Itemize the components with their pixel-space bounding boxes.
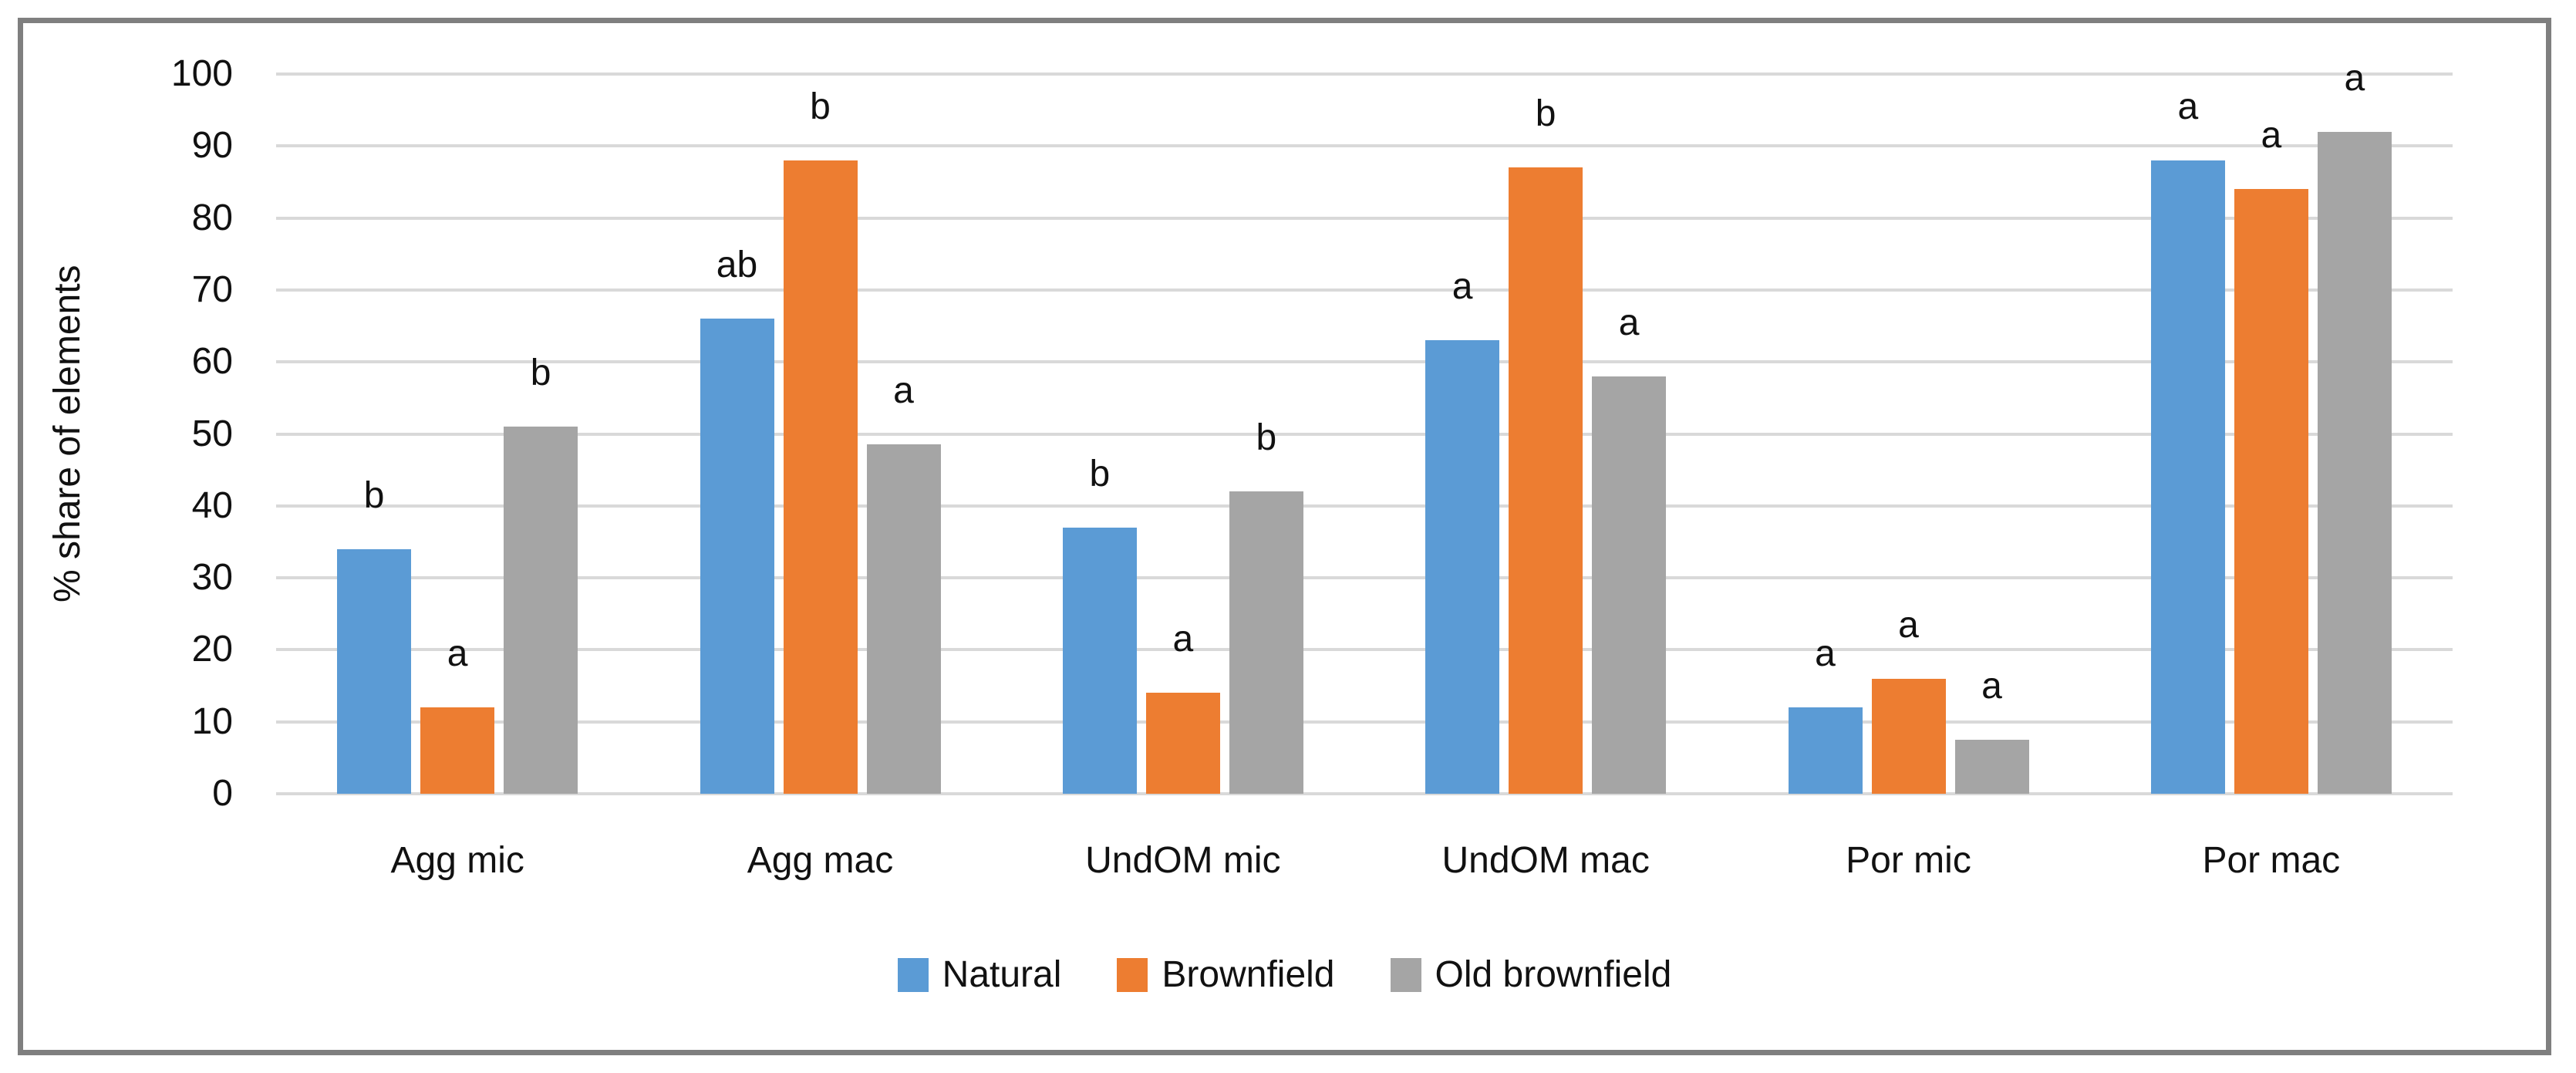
significance-letter-brownfield-agg-mac: b <box>810 86 831 127</box>
bar-old-brownfield-undom-mic <box>1229 491 1303 794</box>
bar-natural-undom-mac <box>1425 340 1500 794</box>
significance-letter-natural-undom-mic: b <box>1089 453 1111 494</box>
bar-natural-por-mic <box>1788 707 1863 794</box>
x-category-label-por-mic: Por mic <box>1846 840 1971 881</box>
bar-natural-por-mac <box>2150 160 2225 794</box>
y-tick-label-70: 70 <box>191 268 233 310</box>
significance-letter-natural-por-mic: a <box>1815 633 1836 675</box>
y-tick-label-10: 10 <box>191 700 233 742</box>
significance-letter-old-brownfield-agg-mac: a <box>893 370 914 412</box>
y-tick-label-100: 100 <box>170 53 233 94</box>
y-tick-label-40: 40 <box>191 484 233 526</box>
bar-natural-agg-mac <box>700 319 774 794</box>
legend-swatch-brownfield <box>1117 957 1148 992</box>
bar-old-brownfield-agg-mac <box>866 444 941 794</box>
y-tick-label-0: 0 <box>212 773 233 814</box>
legend-swatch-natural <box>897 957 929 992</box>
significance-letter-brownfield-undom-mic: a <box>1172 619 1194 660</box>
gridline-100 <box>276 73 2453 76</box>
bar-old-brownfield-undom-mac <box>1592 376 1667 794</box>
legend-item-natural: Natural <box>897 953 1062 996</box>
legend-label-brownfield: Brownfield <box>1162 954 1335 995</box>
gridline-60 <box>276 360 2453 364</box>
chart-frame: % share of elements 0 10 20 30 40 50 60 70 80 90 1… <box>18 18 2551 1055</box>
x-category-label-agg-mac: Agg mac <box>747 840 894 881</box>
significance-letter-old-brownfield-undom-mic: b <box>1256 417 1277 459</box>
legend-item-old-brownfield: Old brownfield <box>1390 953 1672 996</box>
bar-brownfield-agg-mac <box>783 160 858 794</box>
legend: Natural Brownfield Old brownfield <box>23 953 2546 996</box>
bar-brownfield-undom-mac <box>1509 167 1583 794</box>
y-tick-label-30: 30 <box>191 557 233 599</box>
bar-brownfield-agg-mic <box>420 707 495 794</box>
gridline-10 <box>276 720 2453 724</box>
y-tick-label-50: 50 <box>191 413 233 454</box>
gridline-90 <box>276 144 2453 148</box>
legend-label-natural: Natural <box>942 954 1062 995</box>
bar-old-brownfield-por-mac <box>2317 131 2392 794</box>
chart-content: % share of elements 0 10 20 30 40 50 60 70 80 90 1… <box>23 23 2546 1050</box>
x-category-label-undom-mac: UndOM mac <box>1441 840 1650 881</box>
significance-letter-natural-agg-mic: b <box>363 474 385 516</box>
bar-old-brownfield-por-mic <box>1954 740 2029 794</box>
gridline-50 <box>276 432 2453 436</box>
legend-label-old-brownfield: Old brownfield <box>1435 954 1672 995</box>
significance-letter-natural-agg-mac: ab <box>716 245 758 286</box>
x-category-label-agg-mic: Agg mic <box>390 840 524 881</box>
bar-natural-undom-mic <box>1062 527 1137 794</box>
significance-letter-natural-por-mac: a <box>2177 86 2199 127</box>
significance-letter-old-brownfield-por-mac: a <box>2344 57 2365 99</box>
x-category-label-por-mac: Por mac <box>2202 840 2341 881</box>
bar-brownfield-por-mic <box>1871 678 1946 794</box>
significance-letter-old-brownfield-agg-mic: b <box>530 353 551 394</box>
bar-brownfield-por-mac <box>2234 189 2308 794</box>
x-category-label-undom-mic: UndOM mic <box>1085 840 1281 881</box>
bar-brownfield-undom-mic <box>1145 693 1220 794</box>
legend-swatch-old-brownfield <box>1390 957 1421 992</box>
significance-letter-old-brownfield-por-mic: a <box>1981 666 2002 707</box>
bar-natural-agg-mic <box>337 548 412 794</box>
y-tick-label-90: 90 <box>191 125 233 167</box>
significance-letter-old-brownfield-undom-mac: a <box>1618 302 1640 343</box>
legend-item-brownfield: Brownfield <box>1117 953 1335 996</box>
bar-old-brownfield-agg-mic <box>504 427 578 794</box>
gridline-40 <box>276 504 2453 508</box>
significance-letter-brownfield-por-mic: a <box>1898 604 1919 646</box>
significance-letter-natural-undom-mac: a <box>1452 266 1473 308</box>
y-tick-label-20: 20 <box>191 629 233 670</box>
gridline-70 <box>276 288 2453 292</box>
significance-letter-brownfield-agg-mic: a <box>447 633 468 675</box>
significance-letter-brownfield-undom-mac: b <box>1535 93 1556 135</box>
gridline-0 <box>276 792 2453 795</box>
gridline-30 <box>276 576 2453 580</box>
gridline-80 <box>276 216 2453 220</box>
y-tick-label-80: 80 <box>191 197 233 238</box>
significance-letter-brownfield-por-mac: a <box>2261 115 2282 157</box>
y-tick-label-60: 60 <box>191 341 233 383</box>
gridline-20 <box>276 648 2453 652</box>
